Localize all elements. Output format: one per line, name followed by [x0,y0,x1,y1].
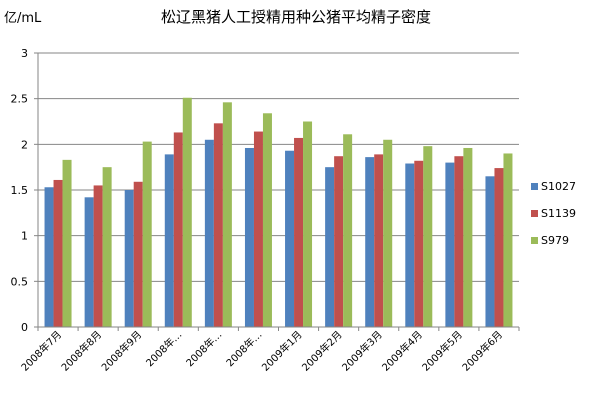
bar-s1027 [204,139,214,327]
gridlines [34,52,519,328]
bar-s1027 [244,147,254,327]
x-tick-label: 2008年7月 [18,328,64,374]
x-tick-label: 2009年6月 [459,328,505,374]
bar-s1139 [414,160,424,327]
bar-s979 [503,153,513,327]
bar-s1139 [213,123,223,328]
legend-label-s979: S979 [541,234,569,247]
bar-s1139 [133,181,143,327]
bar-s1027 [365,157,375,327]
bar-s1139 [53,179,63,327]
x-tick-label: 2008年… [223,328,264,369]
bar-s979 [343,134,353,327]
x-tick-label: 2008年… [143,328,184,369]
y-tick-label: 1 [21,230,28,243]
bar-s979 [182,97,192,328]
bar-s1139 [374,154,384,327]
y-tick-label: 2.5 [11,93,29,106]
legend-swatch-s979 [531,237,538,244]
y-tick-label: 0.5 [11,275,29,288]
x-tick-label: 2009年1月 [259,328,305,374]
x-tick-label: 2008年8月 [58,328,104,374]
y-tick-label: 2 [21,138,28,151]
legend-swatch-s1139 [531,210,538,217]
bar-s1139 [334,156,344,327]
bar-s1027 [445,162,455,327]
x-tick-label: 2009年2月 [299,328,345,374]
bar-s1139 [253,131,263,327]
bar-s1139 [494,168,504,327]
legend: S1027 S1139 S979 [531,180,576,247]
axes [37,53,520,331]
legend-label-s1027: S1027 [541,180,576,193]
bar-s1027 [325,167,335,327]
y-tick-labels: 0 0.5 1 1.5 2 2.5 3 [11,47,29,334]
legend-label-s1139: S1139 [541,207,576,220]
bar-s1027 [124,190,134,327]
x-tick-label: 2008年9月 [99,328,145,374]
bar-s1139 [173,132,183,327]
x-tick-label: 2009年4月 [379,328,425,374]
y-tick-label: 0 [21,321,28,334]
bar-s1027 [405,163,415,327]
bar-s1027 [44,187,54,327]
bar-s1139 [454,156,464,327]
bars [44,97,513,328]
bar-s979 [262,113,272,327]
bar-s979 [463,147,473,327]
bar-s979 [222,102,232,327]
y-tick-label: 3 [21,47,28,60]
bar-s979 [102,167,112,327]
bar-s1027 [485,176,495,327]
x-tick-label: 2009年5月 [419,328,465,374]
bar-s979 [383,139,393,327]
bar-s1139 [294,137,304,327]
legend-swatch-s1027 [531,183,538,190]
bar-s979 [303,121,313,327]
bar-s1139 [93,185,103,327]
y-tick-label: 1.5 [11,184,29,197]
bar-s979 [62,159,72,327]
x-tick-label: 2009年3月 [339,328,385,374]
bar-s979 [142,141,152,327]
bar-s1027 [84,197,94,327]
bar-s1027 [164,154,174,327]
y-axis-label: 亿/mL [4,11,42,26]
bar-s979 [423,146,433,327]
bar-s1027 [285,150,295,327]
chart-title: 松辽黑猪人工授精用种公猪平均精子密度 [161,8,431,26]
x-tick-label: 2008年… [183,328,224,369]
